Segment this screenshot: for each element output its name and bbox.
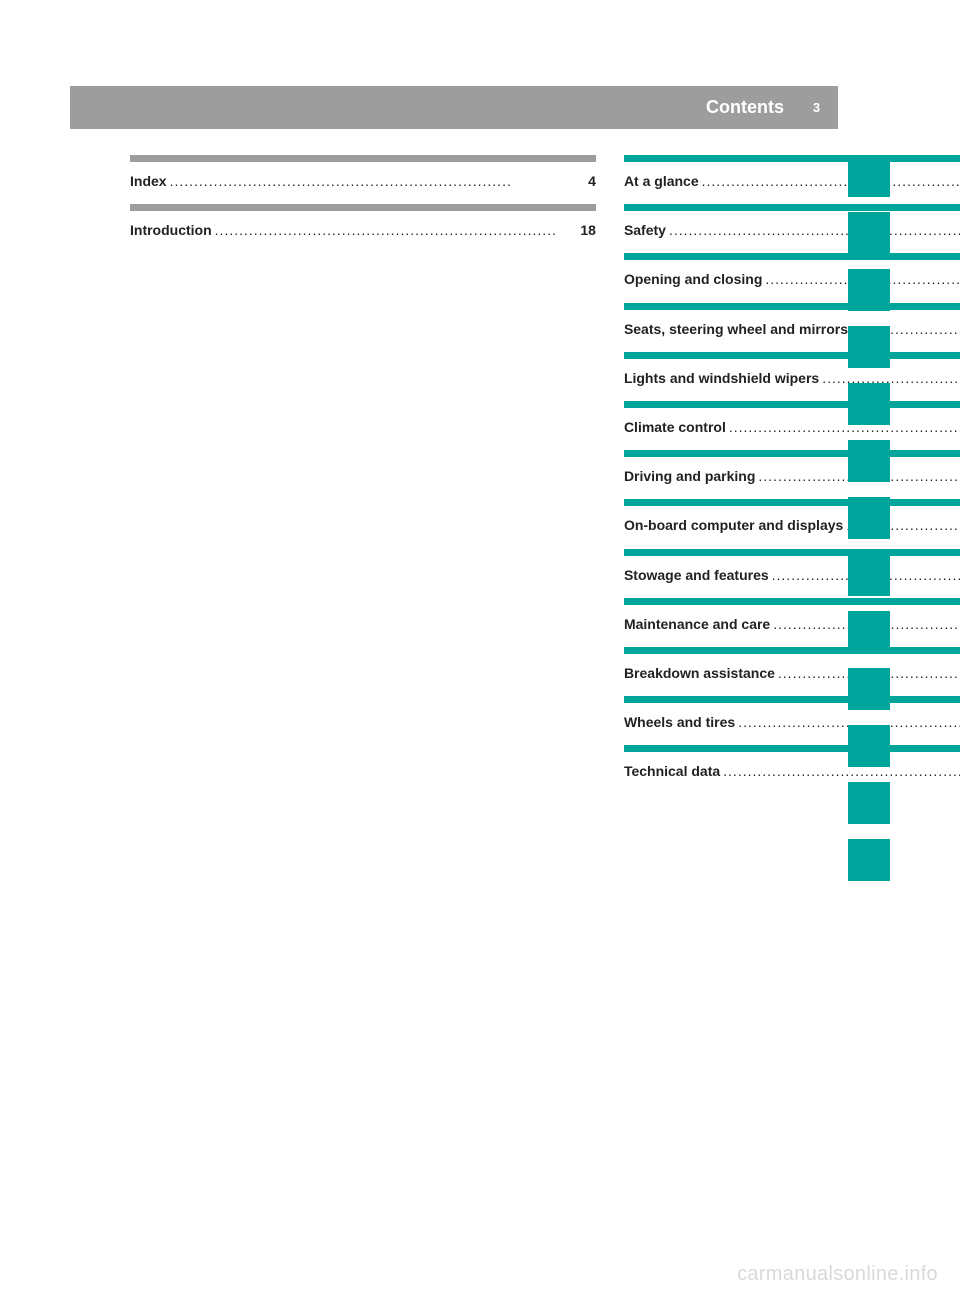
separator xyxy=(624,499,960,506)
toc-content: Index ..................................… xyxy=(130,155,890,794)
toc-label: Stowage and features xyxy=(624,566,769,584)
toc-entry-breakdown-assistance[interactable]: Breakdown assistance ...................… xyxy=(624,664,960,682)
toc-page: 18 xyxy=(560,221,596,239)
toc-dots: ........................................… xyxy=(212,221,560,239)
separator xyxy=(624,598,960,605)
toc-page: 4 xyxy=(560,172,596,190)
thumb-tab[interactable] xyxy=(848,554,890,596)
thumb-tab[interactable] xyxy=(848,611,890,653)
toc-entry-climate-control[interactable]: Climate control ........................… xyxy=(624,418,960,436)
toc-dots: ........................................… xyxy=(167,172,560,190)
separator xyxy=(624,303,960,310)
separator xyxy=(624,450,960,457)
thumb-tab[interactable] xyxy=(848,440,890,482)
separator xyxy=(624,253,960,260)
thumb-tab[interactable] xyxy=(848,269,890,311)
separator xyxy=(130,155,596,162)
toc-entry-technical-data[interactable]: Technical data .........................… xyxy=(624,762,960,780)
separator xyxy=(624,155,960,162)
thumb-tab[interactable] xyxy=(848,155,890,197)
toc-dots: ........................................… xyxy=(720,762,960,780)
toc-left-column: Index ..................................… xyxy=(130,155,596,794)
separator xyxy=(624,745,960,752)
toc-label: At a glance xyxy=(624,172,699,190)
separator xyxy=(624,352,960,359)
toc-entry-onboard-computer[interactable]: On-board computer and displays .........… xyxy=(624,516,960,534)
separator xyxy=(130,204,596,211)
toc-label: Lights and windshield wipers xyxy=(624,369,819,387)
toc-label: Seats, steering wheel and mirrors xyxy=(624,320,848,338)
thumb-tab[interactable] xyxy=(848,497,890,539)
thumb-tabs xyxy=(848,155,890,881)
toc-entry-seats-steering-mirrors[interactable]: Seats, steering wheel and mirrors ......… xyxy=(624,320,960,338)
separator xyxy=(624,401,960,408)
toc-entry-stowage-features[interactable]: Stowage and features ...................… xyxy=(624,566,960,584)
thumb-tab[interactable] xyxy=(848,212,890,254)
toc-label: Maintenance and care xyxy=(624,615,770,633)
toc-entry-driving-parking[interactable]: Driving and parking ....................… xyxy=(624,467,960,485)
toc-right-column: At a glance ............................… xyxy=(624,155,960,794)
thumb-tab[interactable] xyxy=(848,668,890,710)
thumb-tab[interactable] xyxy=(848,326,890,368)
toc-label: Index xyxy=(130,172,167,190)
toc-entry-safety[interactable]: Safety .................................… xyxy=(624,221,960,239)
thumb-tab[interactable] xyxy=(848,383,890,425)
toc-label: Driving and parking xyxy=(624,467,755,485)
header-page-number: 3 xyxy=(795,86,838,129)
toc-entry-lights-wipers[interactable]: Lights and windshield wipers ...........… xyxy=(624,369,960,387)
toc-label: Introduction xyxy=(130,221,212,239)
toc-label: Breakdown assistance xyxy=(624,664,775,682)
toc-label: Technical data xyxy=(624,762,720,780)
toc-dots: ........................................… xyxy=(699,172,960,190)
header-title: Contents xyxy=(706,97,796,118)
header-bar: Contents 3 xyxy=(70,86,838,129)
toc-entry-index[interactable]: Index ..................................… xyxy=(130,172,596,190)
toc-entry-wheels-tires[interactable]: Wheels and tires .......................… xyxy=(624,713,960,731)
toc-entry-maintenance-care[interactable]: Maintenance and care ...................… xyxy=(624,615,960,633)
toc-entry-opening-closing[interactable]: Opening and closing ....................… xyxy=(624,270,960,288)
toc-dots: ........................................… xyxy=(666,221,960,239)
thumb-tab[interactable] xyxy=(848,725,890,767)
separator xyxy=(624,696,960,703)
separator xyxy=(624,647,960,654)
thumb-tab[interactable] xyxy=(848,782,890,824)
watermark: carmanualsonline.info xyxy=(737,1263,938,1286)
toc-label: Climate control xyxy=(624,418,726,436)
toc-entry-introduction[interactable]: Introduction ...........................… xyxy=(130,221,596,239)
separator xyxy=(624,549,960,556)
toc-label: Safety xyxy=(624,221,666,239)
toc-entry-at-a-glance[interactable]: At a glance ............................… xyxy=(624,172,960,190)
toc-dots: ........................................… xyxy=(726,418,960,436)
toc-label: Opening and closing xyxy=(624,270,762,288)
toc-label: On-board computer and displays xyxy=(624,516,843,534)
toc-label: Wheels and tires xyxy=(624,713,735,731)
separator xyxy=(624,204,960,211)
thumb-tab[interactable] xyxy=(848,839,890,881)
